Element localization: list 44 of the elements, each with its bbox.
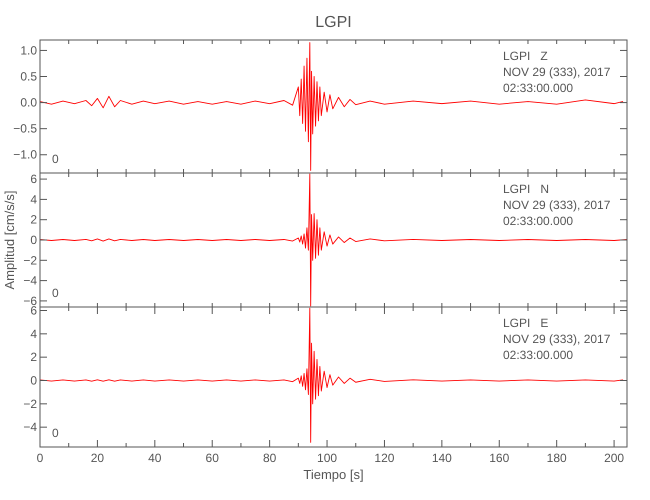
x-tick-label: 100 bbox=[317, 451, 338, 465]
x-tick-label: 200 bbox=[604, 451, 624, 465]
annotation: 0 bbox=[52, 152, 59, 166]
x-tick-label: 60 bbox=[206, 451, 220, 465]
y-tick-label: 0 bbox=[30, 374, 38, 388]
y-tick-label: −4 bbox=[23, 274, 38, 288]
y-tick-label: 2 bbox=[30, 212, 38, 227]
annotation: NOV 29 (333), 2017 bbox=[503, 332, 611, 346]
y-tick-label: 0.0 bbox=[20, 96, 38, 110]
annotation: NOV 29 (333), 2017 bbox=[503, 198, 611, 212]
y-tick-label: −2 bbox=[23, 396, 38, 411]
x-tick-label: 140 bbox=[432, 451, 452, 465]
x-tick-label: 40 bbox=[148, 451, 162, 465]
y-tick-label: 6 bbox=[30, 172, 38, 186]
annotation: LGPI N bbox=[503, 182, 550, 196]
x-tick-label: 80 bbox=[262, 451, 277, 465]
annotation: LGPI Z bbox=[503, 49, 548, 63]
annotation: LGPI E bbox=[503, 316, 548, 330]
x-tick-label: 20 bbox=[90, 451, 104, 465]
y-tick-label: 0 bbox=[30, 233, 38, 247]
x-tick-label: 120 bbox=[374, 451, 395, 465]
annotation: 0 bbox=[52, 426, 59, 440]
y-tick-label: −0.5 bbox=[13, 122, 38, 136]
annotation: 02:33:00.000 bbox=[503, 81, 574, 95]
line-series bbox=[40, 308, 624, 443]
y-tick-label: 0.5 bbox=[20, 70, 38, 84]
x-axis-title: Tiempo [s] bbox=[303, 467, 364, 482]
line-series bbox=[40, 42, 624, 171]
y-tick-label: 4 bbox=[30, 326, 38, 341]
y-tick-label: −4 bbox=[23, 420, 38, 434]
annotation: NOV 29 (333), 2017 bbox=[503, 65, 611, 79]
y-tick-label: 1.0 bbox=[20, 43, 38, 58]
x-tick-label: 180 bbox=[546, 451, 568, 465]
chart-title: LGPI bbox=[315, 14, 352, 31]
y-axis-title: Amplitud [cm/s/s] bbox=[2, 190, 17, 290]
annotation: 02:33:00.000 bbox=[503, 348, 574, 362]
y-tick-label: 4 bbox=[30, 192, 38, 206]
y-tick-label: −1.0 bbox=[13, 148, 38, 162]
annotation: 0 bbox=[52, 286, 59, 300]
y-tick-label: 2 bbox=[30, 350, 38, 364]
y-tick-label: 6 bbox=[30, 304, 38, 318]
y-tick-label: −2 bbox=[23, 253, 38, 268]
x-tick-label: 160 bbox=[489, 451, 510, 465]
annotation: 02:33:00.000 bbox=[503, 214, 574, 228]
